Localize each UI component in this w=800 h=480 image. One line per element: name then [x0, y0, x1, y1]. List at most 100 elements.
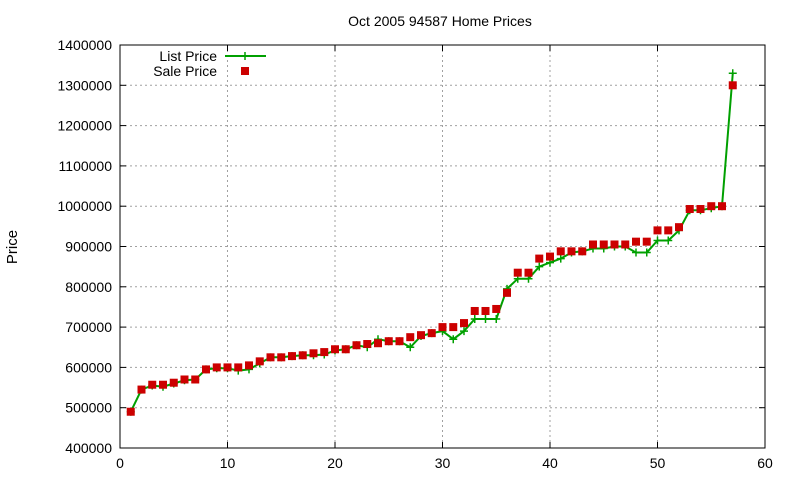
- legend-marker-list-price: [241, 52, 249, 60]
- x-tick-label: 20: [327, 455, 343, 471]
- legend-label-list-price: List Price: [159, 48, 217, 64]
- x-tick-label: 0: [116, 455, 124, 471]
- data-point-sale-price: [363, 340, 372, 349]
- axis-ticks: 400000 500000 600000 700000 800000 900000 1000…: [57, 37, 773, 471]
- legend-entry-list-price: List Price: [159, 48, 266, 64]
- data-point-sale-price: [180, 375, 189, 384]
- data-point-sale-price: [578, 247, 587, 256]
- x-tick-label: 60: [757, 455, 773, 471]
- data-point-sale-price: [288, 352, 296, 361]
- y-axis-label: Price: [4, 230, 21, 264]
- data-point-sale-price: [298, 351, 307, 360]
- data-point-sale-price: [395, 337, 404, 346]
- data-point-sale-price: [341, 345, 350, 354]
- data-point-sale-price: [352, 341, 361, 350]
- data-point-sale-price: [191, 375, 200, 384]
- data-point-list-price: [492, 315, 501, 324]
- data-point-sale-price: [277, 353, 286, 362]
- data-point-sale-price: [728, 81, 737, 90]
- data-point-sale-price: [266, 353, 275, 362]
- data-point-sale-price: [427, 329, 436, 338]
- data-point-sale-price: [126, 407, 135, 416]
- data-point-sale-price: [169, 378, 178, 387]
- y-tick-label: 400000: [65, 440, 112, 456]
- data-point-list-price: [653, 236, 662, 245]
- data-point-sale-price: [438, 323, 447, 332]
- data-point-sale-price: [245, 361, 253, 370]
- data-point-sale-price: [503, 288, 511, 297]
- x-tick-label: 30: [435, 455, 451, 471]
- data-point-sale-price: [546, 252, 554, 261]
- legend-entry-sale-price: Sale Price: [153, 63, 249, 79]
- data-point-sale-price: [212, 363, 221, 372]
- data-point-list-price: [449, 335, 458, 344]
- grid: [120, 45, 765, 448]
- legend: List Price Sale Price: [153, 48, 266, 79]
- data-point-sale-price: [599, 240, 608, 249]
- data-point-sale-price: [223, 363, 232, 372]
- data-point-sale-price: [567, 247, 576, 256]
- data-point-sale-price: [685, 205, 694, 214]
- data-point-list-price: [632, 248, 640, 257]
- data-point-sale-price: [159, 380, 167, 389]
- data-point-list-price: [535, 262, 544, 271]
- data-point-sale-price: [137, 385, 146, 394]
- y-tick-label: 600000: [65, 359, 112, 375]
- data-point-sale-price: [664, 226, 673, 235]
- data-point-list-price: [470, 315, 479, 324]
- y-tick-label: 1400000: [57, 37, 112, 53]
- series: [126, 69, 737, 416]
- data-point-list-price: [460, 327, 468, 336]
- data-point-sale-price: [384, 337, 393, 346]
- x-tick-label: 50: [650, 455, 666, 471]
- series-line-list-price: [129, 73, 734, 413]
- x-tick-label: 10: [220, 455, 236, 471]
- data-point-sale-price: [718, 202, 726, 211]
- data-point-sale-price: [707, 202, 716, 211]
- y-tick-label: 900000: [65, 239, 112, 255]
- data-point-sale-price: [621, 240, 630, 249]
- data-point-sale-price: [234, 363, 243, 372]
- data-point-sale-price: [610, 240, 619, 249]
- data-point-sale-price: [492, 304, 501, 313]
- data-point-sale-price: [417, 331, 425, 340]
- data-point-sale-price: [556, 247, 565, 256]
- data-point-list-price: [481, 315, 490, 324]
- data-point-sale-price: [481, 306, 490, 315]
- data-point-sale-price: [406, 333, 415, 342]
- y-tick-label: 500000: [65, 400, 112, 416]
- data-point-sale-price: [653, 226, 662, 235]
- data-point-sale-price: [202, 365, 210, 374]
- data-point-sale-price: [524, 268, 533, 277]
- data-point-list-price: [406, 343, 415, 352]
- x-tick-label: 40: [542, 455, 558, 471]
- data-point-sale-price: [460, 319, 468, 328]
- y-tick-label: 1100000: [59, 158, 113, 174]
- data-point-sale-price: [331, 345, 339, 354]
- y-tick-label: 700000: [65, 319, 112, 335]
- y-tick-label: 800000: [65, 279, 112, 295]
- data-point-sale-price: [470, 306, 479, 315]
- data-point-sale-price: [632, 237, 640, 246]
- data-point-sale-price: [309, 349, 318, 358]
- data-point-sale-price: [589, 240, 597, 249]
- data-point-sale-price: [374, 339, 382, 348]
- y-tick-label: 1200000: [57, 118, 112, 134]
- data-point-sale-price: [642, 237, 651, 246]
- data-point-sale-price: [148, 380, 157, 389]
- data-point-sale-price: [535, 254, 544, 263]
- data-point-sale-price: [675, 223, 683, 232]
- legend-label-sale-price: Sale Price: [153, 63, 217, 79]
- data-point-sale-price: [320, 348, 329, 357]
- y-tick-label: 1000000: [57, 198, 112, 214]
- y-tick-label: 1300000: [57, 77, 112, 93]
- chart-title: Oct 2005 94587 Home Prices: [348, 13, 532, 29]
- data-point-sale-price: [696, 205, 705, 214]
- data-point-list-price: [556, 254, 565, 263]
- data-point-list-price: [664, 236, 673, 245]
- data-point-sale-price: [513, 268, 522, 277]
- data-point-list-price: [642, 248, 651, 257]
- data-point-sale-price: [449, 323, 458, 332]
- data-point-list-price: [728, 69, 737, 78]
